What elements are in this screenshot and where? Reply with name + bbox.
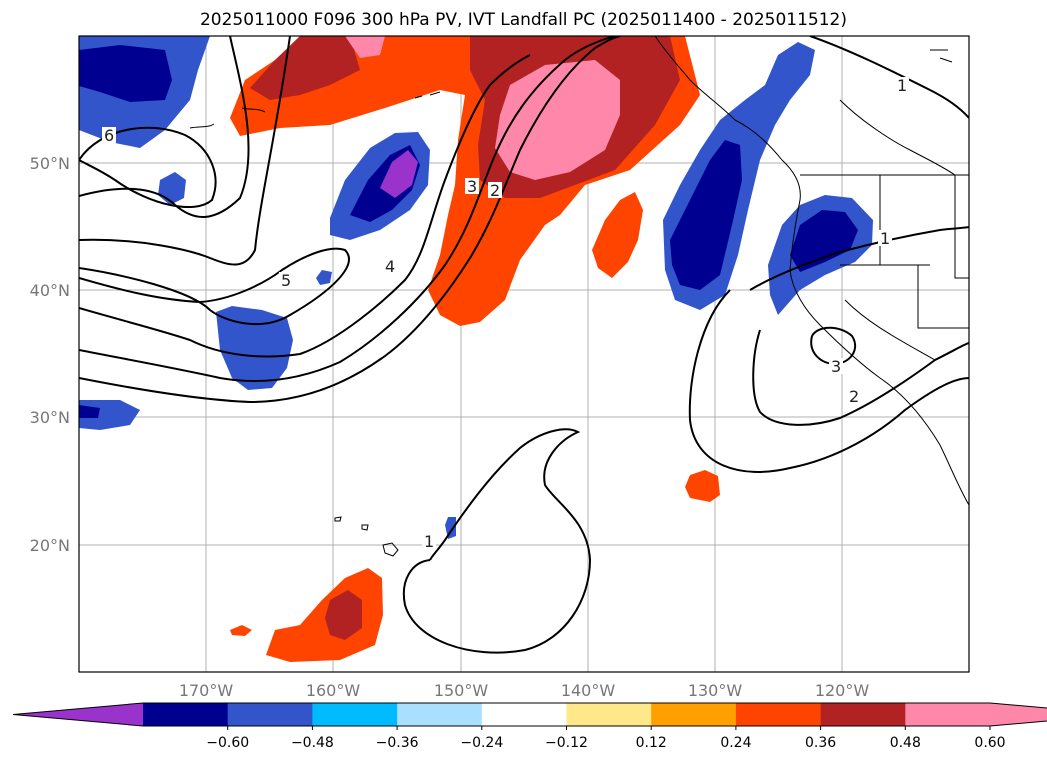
lon-tick-label: 130°W — [688, 681, 743, 700]
colorbar-tick-label: −0.48 — [291, 735, 334, 751]
colorbar-swatch — [312, 703, 398, 726]
coastlines — [189, 36, 969, 557]
colorbar-tick-label: −0.24 — [460, 735, 503, 751]
contour-label: 3 — [831, 357, 841, 376]
colorbar-tick-label: 0.36 — [805, 735, 836, 751]
contour-label: 6 — [104, 126, 114, 145]
colorbar-tick-label: 0.24 — [720, 735, 751, 751]
lat-tick-label: 50°N — [30, 154, 70, 173]
colorbar-extend-max — [990, 703, 1047, 726]
colorbar-tick-label: 0.48 — [890, 735, 921, 751]
plot-area: 6 5 4 3 2 1 1 1 3 2 — [79, 36, 969, 672]
map-title: 2025011000 F096 300 hPa PV, IVT Landfall… — [199, 10, 847, 30]
colorbar-tick-label: 0.12 — [636, 735, 667, 751]
lon-tick-label: 160°W — [306, 681, 361, 700]
colorbar-tick-label: −0.36 — [376, 735, 419, 751]
lat-tick-label: 40°N — [30, 281, 70, 300]
longitude-ticks: 170°W 160°W 150°W 140°W 130°W 120°W — [179, 681, 870, 700]
colorbar-swatch — [651, 703, 737, 726]
lon-tick-label: 120°W — [815, 681, 870, 700]
plot-frame — [78, 35, 970, 673]
lat-tick-label: 20°N — [30, 536, 70, 555]
colorbar-swatch — [143, 703, 229, 726]
contour-label: 1 — [424, 532, 434, 551]
colorbar-swatch — [481, 703, 567, 726]
lat-tick-label: 30°N — [30, 408, 70, 427]
lon-tick-label: 150°W — [434, 681, 489, 700]
contour-label: 2 — [490, 181, 500, 200]
contour-label: 1 — [880, 229, 890, 248]
contour-label: 4 — [385, 257, 395, 276]
colorbar-swatch — [735, 703, 822, 726]
colorbar-swatch — [820, 703, 906, 726]
colorbar-tick-label: 0.60 — [974, 735, 1005, 751]
colorbar-swatch — [227, 703, 313, 726]
contour-label: 1 — [897, 76, 907, 95]
latitude-ticks: 50°N 40°N 30°N 20°N — [30, 154, 70, 555]
positive-pv-shading — [230, 36, 720, 662]
contour-label: 2 — [849, 387, 859, 406]
contour-label: 5 — [281, 271, 291, 290]
lon-tick-label: 140°W — [561, 681, 616, 700]
contour-label: 3 — [467, 177, 477, 196]
colorbar-swatch — [397, 703, 483, 726]
colorbar-swatch — [566, 703, 652, 726]
colorbar: −0.60 −0.48 −0.36 −0.24 −0.12 0.12 0.24 0.36 0.4… — [12, 702, 1047, 751]
colorbar-extend-min — [13, 703, 143, 726]
negative-pv-shading — [79, 36, 873, 539]
lon-tick-label: 170°W — [179, 681, 234, 700]
contour-label-group: 6 5 4 3 2 1 1 1 3 2 — [102, 76, 909, 551]
colorbar-swatch — [905, 703, 991, 726]
colorbar-tick-label: −0.12 — [545, 735, 588, 751]
colorbar-tick-label: −0.60 — [206, 735, 249, 751]
